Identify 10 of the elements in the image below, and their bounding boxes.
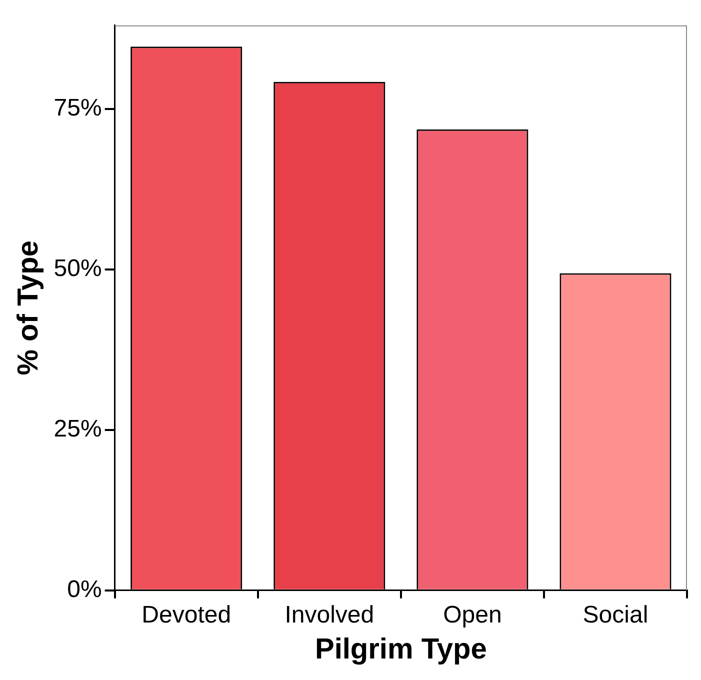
x-axis-title: Pilgrim Type (314, 634, 487, 666)
y-tick-label: 25% (54, 416, 102, 443)
y-tick-label: 50% (54, 255, 102, 282)
x-tick-label: Involved (284, 601, 374, 628)
x-tick-label: Devoted (142, 601, 232, 628)
x-tick-label: Open (443, 601, 502, 628)
y-tick-label: 0% (67, 576, 102, 604)
y-axis-title: % of Type (12, 240, 44, 376)
x-tick-label: Social (582, 601, 648, 628)
y-tick-label: 75% (54, 94, 102, 122)
